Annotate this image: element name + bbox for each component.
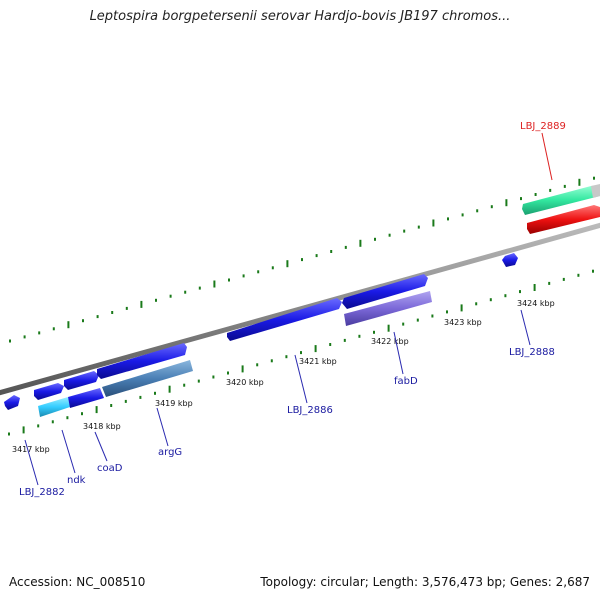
gene-arrow-lbj2882[interactable] [4,395,20,410]
upper-tick-ring [9,176,595,343]
gene-label-coaD[interactable]: coaD [97,463,123,474]
gene-label-ndk[interactable]: ndk [67,475,86,486]
gene-arrow-lbj2889-red[interactable] [527,205,600,234]
leader-lines [24,132,553,486]
gene-label-lbj2889[interactable]: LBJ_2889 [520,121,566,132]
tick-label-3422: 3422 kbp [371,337,409,346]
tick-label-3417: 3417 kbp [12,445,50,454]
gene-arrow-lbj2888[interactable] [502,253,518,267]
gene-arrow-fabD-forward[interactable] [342,274,428,309]
gene-label-lbj2886[interactable]: LBJ_2886 [287,405,333,416]
gene-arrow-fabD-purple[interactable] [344,291,432,326]
leader-fabD [393,331,404,375]
gene-arrow-argG-steel[interactable] [102,360,193,397]
lower-tick-ring [8,269,594,436]
leader-argG [156,407,169,447]
gene-arrow-ndk[interactable] [34,383,64,400]
tick-label-3420: 3420 kbp [226,378,264,387]
leader-lbj2888 [520,309,531,346]
tick-label-3424: 3424 kbp [517,299,555,308]
tick-label-3419: 3419 kbp [155,399,193,408]
leader-lbj2886 [294,354,308,404]
forward-genes [4,184,600,410]
gene-label-argG[interactable]: argG [158,447,182,458]
tick-labels: 3417 kbp 3418 kbp 3419 kbp 3420 kbp 3421… [12,299,555,454]
map-title: Leptospira borgpetersenii serovar Hardjo… [89,9,511,24]
gene-label-fabD[interactable]: fabD [394,376,418,387]
gene-labels: LBJ_2882 ndk coaD argG LBJ_2886 fabD LBJ… [19,121,566,498]
tick-label-3418: 3418 kbp [83,422,121,431]
gene-arrow-ndk-cyan[interactable] [38,397,70,417]
tick-label-3421: 3421 kbp [299,357,337,366]
leader-ndk [61,429,76,474]
leader-lbj2889 [541,132,553,181]
chromosome-backbone [0,222,600,396]
gene-arrow-coaD-reverse[interactable] [68,388,104,408]
gene-label-lbj2882[interactable]: LBJ_2882 [19,487,65,498]
gene-arrow-gray-edge [591,184,600,198]
leader-lbj2882 [24,439,39,486]
gene-arrow-argG-forward[interactable] [97,343,187,379]
gene-arrow-lbj2886[interactable] [227,298,342,341]
accession-text: Accession: NC_008510 [9,575,146,589]
reverse-genes [38,291,432,417]
leader-coaD [94,431,108,462]
map-summary-text: Topology: circular; Length: 3,576,473 bp… [260,575,590,589]
gene-arrow-lbj2889-green[interactable] [522,185,600,215]
gene-arrow-coaD-forward[interactable] [64,371,99,390]
gene-label-lbj2888[interactable]: LBJ_2888 [509,347,555,358]
tick-label-3423: 3423 kbp [444,318,482,327]
